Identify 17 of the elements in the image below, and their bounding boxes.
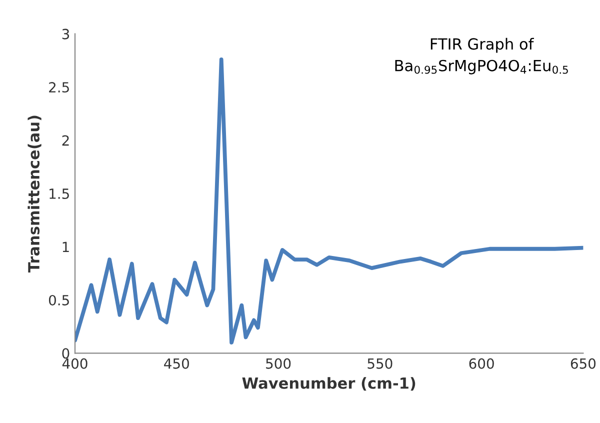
y-axis-title: Transmittence(au) (28, 116, 42, 273)
x-tick-label: 650 (570, 358, 596, 369)
x-axis-title: Wavenumber (cm-1) (242, 377, 416, 391)
y-tick-label: 2.5 (49, 82, 69, 93)
y-tick-label: 3 (62, 28, 70, 40)
y-tick-label: 2 (62, 135, 69, 146)
x-tick-label: 450 (164, 358, 189, 369)
chart-title: FTIR Graph of Ba$_{0.95}$SrMgPO4O$_{4}$:Eu$_{0.5}$ (395, 38, 568, 74)
y-tick-label: 0.5 (48, 294, 69, 306)
x-tick-label: 500 (266, 358, 291, 369)
y-tick-label: 1.5 (50, 188, 69, 199)
line-series (75, 57, 584, 345)
x-tick-label: 550 (368, 358, 392, 369)
x-tick-label: 600 (469, 358, 494, 369)
x-tick-label: 400 (62, 358, 88, 369)
y-tick-label: 1 (62, 242, 69, 252)
y-tick-label: 0 (62, 348, 70, 359)
